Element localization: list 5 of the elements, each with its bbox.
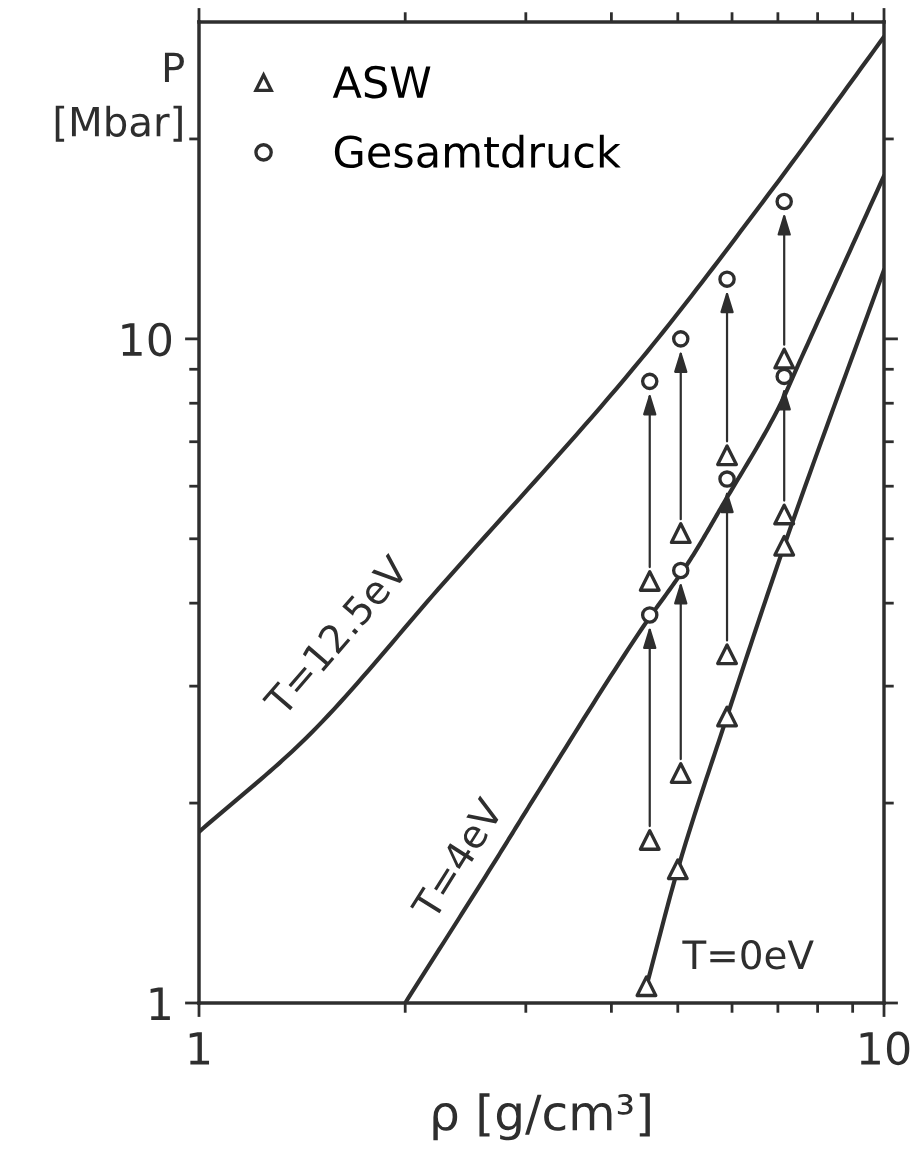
series-label: T=0eV bbox=[682, 940, 814, 970]
legend-label: ASW bbox=[332, 65, 431, 99]
legend-label: Gesamtdruck bbox=[334, 134, 621, 169]
x-axis-title: ρ [g/cm³] bbox=[433, 1093, 650, 1141]
y-axis-title: P [Mbar] bbox=[55, 52, 184, 142]
